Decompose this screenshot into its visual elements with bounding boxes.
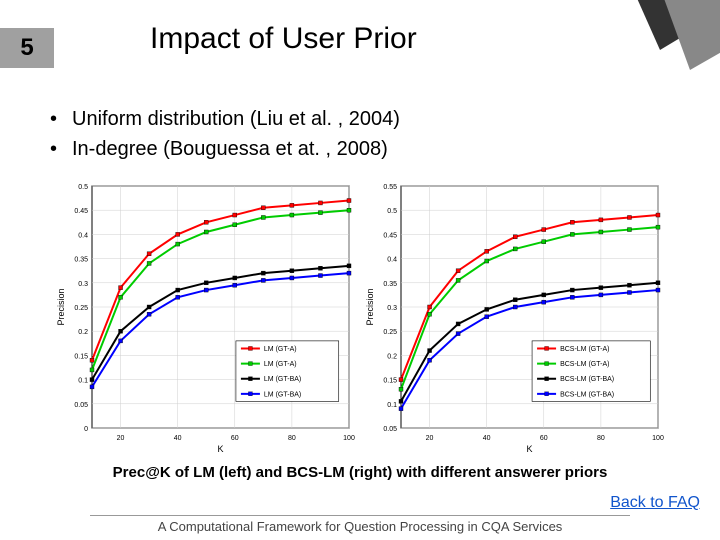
chart-left: 0 0.05 0.1 0.15 0.2 0.25 0.3 0.35 0.4 0.45 0.5 20 40… (54, 176, 357, 456)
bullet-marker: • (50, 104, 72, 134)
svg-text:0.35: 0.35 (74, 257, 88, 264)
svg-text:0.2: 0.2 (78, 329, 88, 336)
svg-text:LM (GT-A): LM (GT-A) (264, 361, 297, 368)
svg-text:K: K (526, 444, 532, 454)
charts-container: 0 0.05 0.1 0.15 0.2 0.25 0.3 0.35 0.4 0.45 0.5 20 40… (54, 176, 666, 456)
svg-text:0: 0 (84, 426, 88, 433)
svg-text:BCS-LM (GT-BA): BCS-LM (GT-BA) (560, 391, 614, 398)
svg-text:K: K (217, 444, 223, 454)
back-to-faq-link[interactable]: Back to FAQ (610, 494, 700, 512)
svg-text:0.1: 0.1 (78, 378, 88, 385)
svg-text:0.45: 0.45 (74, 208, 88, 215)
corner-decoration (560, 0, 720, 100)
slide-number: 5 (0, 28, 54, 68)
svg-text:0.4: 0.4 (78, 232, 88, 239)
svg-text:LM (GT-A): LM (GT-A) (264, 346, 297, 353)
svg-text:60: 60 (540, 435, 548, 442)
page-title: Impact of User Prior (150, 22, 417, 56)
svg-text:100: 100 (652, 435, 664, 442)
svg-text:0.3: 0.3 (387, 305, 397, 312)
chart-right-svg: 0.05 0.1 0.15 0.2 0.25 0.3 0.35 0.4 0.45 0.5 0.55 2… (363, 176, 666, 456)
bullet-item: • Uniform distribution (Liu et al. , 200… (50, 104, 400, 134)
svg-text:0.05: 0.05 (74, 402, 88, 409)
chart-caption: Prec@K of LM (left) and BCS-LM (right) w… (0, 464, 720, 481)
svg-text:0.05: 0.05 (383, 426, 397, 433)
svg-text:80: 80 (288, 435, 296, 442)
svg-text:0.45: 0.45 (383, 232, 397, 239)
svg-text:0.2: 0.2 (387, 353, 397, 360)
svg-text:100: 100 (343, 435, 355, 442)
svg-text:40: 40 (483, 435, 491, 442)
svg-text:0.25: 0.25 (383, 329, 397, 336)
svg-text:0.55: 0.55 (383, 184, 397, 191)
svg-text:20: 20 (426, 435, 434, 442)
svg-text:40: 40 (174, 435, 182, 442)
chart-right: 0.05 0.1 0.15 0.2 0.25 0.3 0.35 0.4 0.45 0.5 0.55 2… (363, 176, 666, 456)
bullet-list: • Uniform distribution (Liu et al. , 200… (50, 104, 400, 164)
footer-divider (90, 515, 630, 516)
svg-text:LM (GT-BA): LM (GT-BA) (264, 376, 301, 383)
svg-text:BCS-LM (GT-A): BCS-LM (GT-A) (560, 346, 609, 353)
svg-text:0.5: 0.5 (78, 184, 88, 191)
svg-text:0.4: 0.4 (387, 257, 397, 264)
bullet-item: • In-degree (Bouguessa et at. , 2008) (50, 134, 400, 164)
svg-text:0.25: 0.25 (74, 305, 88, 312)
footer-text: A Computational Framework for Question P… (0, 519, 720, 534)
svg-text:BCS-LM (GT-A): BCS-LM (GT-A) (560, 361, 609, 368)
svg-text:0.3: 0.3 (78, 281, 88, 288)
chart-left-svg: 0 0.05 0.1 0.15 0.2 0.25 0.3 0.35 0.4 0.45 0.5 20 40… (54, 176, 357, 456)
svg-text:0.5: 0.5 (387, 208, 397, 215)
bullet-marker: • (50, 134, 72, 164)
svg-text:BCS-LM (GT-BA): BCS-LM (GT-BA) (560, 376, 614, 383)
svg-text:0.35: 0.35 (383, 281, 397, 288)
svg-text:80: 80 (597, 435, 605, 442)
svg-text:Precision: Precision (56, 288, 66, 325)
svg-text:0.15: 0.15 (383, 378, 397, 385)
svg-text:0.1: 0.1 (387, 402, 397, 409)
svg-text:0.15: 0.15 (74, 353, 88, 360)
svg-text:Precision: Precision (365, 288, 375, 325)
svg-text:60: 60 (231, 435, 239, 442)
svg-text:20: 20 (117, 435, 125, 442)
bullet-text: Uniform distribution (Liu et al. , 2004) (72, 104, 400, 134)
bullet-text: In-degree (Bouguessa et at. , 2008) (72, 134, 388, 164)
svg-text:LM (GT-BA): LM (GT-BA) (264, 391, 301, 398)
